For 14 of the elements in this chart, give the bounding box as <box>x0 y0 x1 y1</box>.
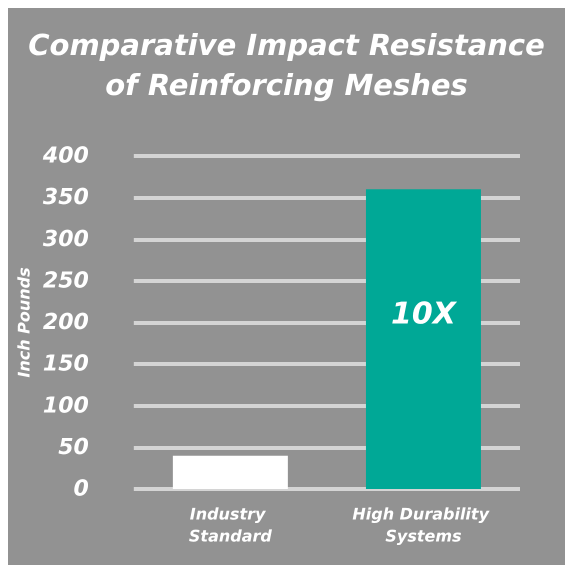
y-tick-label: 100 <box>42 393 89 418</box>
annotation: 10X <box>391 296 458 332</box>
y-tick-label: 400 <box>42 144 89 168</box>
y-tick-label: 350 <box>42 185 89 210</box>
chart-title: Comparative Impact Resistance of Reinforcing Meshes <box>28 28 545 102</box>
y-axis-title: Inch Pounds <box>14 267 34 378</box>
x-tick-label: Industry Standard <box>188 504 272 546</box>
y-tick-label: 250 <box>42 268 89 294</box>
y-tick-label: 150 <box>42 352 89 377</box>
y-tick-label: 50 <box>58 434 89 460</box>
y-tick-label: 200 <box>42 310 89 335</box>
y-tick-label: 300 <box>42 226 89 252</box>
y-tick-label: 0 <box>74 476 89 502</box>
x-tick-label: High Durability Systems <box>352 504 495 546</box>
